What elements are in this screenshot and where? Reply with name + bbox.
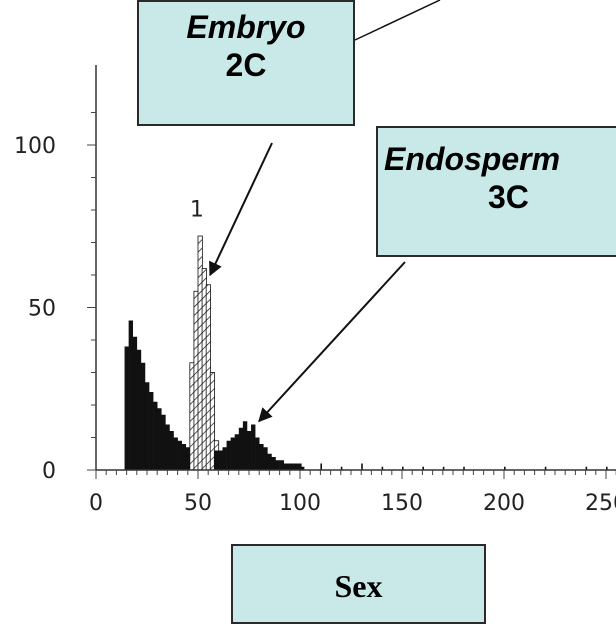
histogram-bar xyxy=(136,349,142,470)
histogram-bar xyxy=(606,466,608,470)
histogram-bar xyxy=(291,463,297,470)
histogram-bar xyxy=(246,431,252,470)
histogram-bar xyxy=(402,466,404,470)
histogram-bar xyxy=(259,444,264,470)
embryo-callout-title: Embryo xyxy=(186,9,306,45)
histogram-bar xyxy=(504,466,506,470)
histogram-bar xyxy=(132,336,138,470)
histogram-bar xyxy=(230,437,236,470)
histogram-bar xyxy=(177,440,182,470)
y-tick-label: 0 xyxy=(42,459,56,484)
histogram-bar xyxy=(442,466,445,470)
histogram-bar xyxy=(140,362,146,470)
histogram-bar xyxy=(271,457,276,470)
histogram-bar xyxy=(169,431,174,470)
annotation-arrows xyxy=(209,0,441,423)
histogram-bar xyxy=(422,466,424,470)
histogram-bar xyxy=(173,437,178,470)
histogram-bar xyxy=(124,346,129,470)
histogram-bar xyxy=(222,447,227,470)
histogram-bar xyxy=(267,453,272,470)
histogram-bar xyxy=(165,424,170,470)
endosperm-callout-ploidy: 3C xyxy=(488,179,529,215)
histogram-bar xyxy=(153,401,158,470)
axes: 0 50 100 150 200 250 0 50 100 xyxy=(14,65,616,516)
histogram-bar xyxy=(287,463,293,470)
x-tick-label: 150 xyxy=(381,491,423,516)
y-tick-label: 100 xyxy=(14,134,56,159)
histogram-bar xyxy=(255,437,260,470)
histogram-bar xyxy=(463,466,465,470)
histogram-bar xyxy=(181,444,187,470)
x-tick-label: 250 xyxy=(585,491,616,516)
histogram-bar xyxy=(226,440,231,470)
histogram-bar xyxy=(185,447,191,470)
histogram-bar xyxy=(544,466,547,470)
endosperm-callout-title: Endosperm xyxy=(384,141,561,177)
peak-label: 1 xyxy=(190,198,204,223)
annotation-arrow xyxy=(209,142,273,277)
x-tick-label: 100 xyxy=(279,491,321,516)
histogram-bar xyxy=(242,421,248,470)
histogram-bar xyxy=(381,466,384,470)
histogram-bars xyxy=(124,235,608,471)
histogram-bar xyxy=(361,463,363,470)
endosperm-callout: Endosperm 3C xyxy=(376,126,616,257)
histogram-bar xyxy=(300,463,302,470)
histogram-bar xyxy=(251,424,256,470)
leader-line xyxy=(354,0,441,41)
histogram-bar xyxy=(320,463,322,470)
histogram-bar xyxy=(218,450,223,470)
x-tick-label: 0 xyxy=(89,491,103,516)
histogram-bar xyxy=(263,447,268,470)
x-tick-label: 50 xyxy=(184,491,212,516)
histogram-bar xyxy=(279,460,284,470)
histogram-bar xyxy=(234,434,240,470)
annotation-arrow xyxy=(258,261,406,423)
histogram-bar xyxy=(238,427,244,470)
histogram-bar xyxy=(295,463,301,470)
embryo-callout-ploidy: 2C xyxy=(225,47,267,83)
histogram-bar xyxy=(275,460,280,470)
x-tick-label: 200 xyxy=(483,491,525,516)
histogram-bar xyxy=(161,414,166,470)
embryo-callout: Embryo 2C xyxy=(137,0,355,126)
histogram-bar xyxy=(144,382,150,470)
histogram-bar xyxy=(128,320,134,470)
histogram-bar xyxy=(214,450,219,470)
y-tick-label: 50 xyxy=(28,297,56,322)
histogram-chart: 0 50 100 150 200 250 0 50 100 1 xyxy=(14,0,616,516)
histogram-bar xyxy=(283,463,289,470)
histogram-bar xyxy=(149,392,154,470)
histogram-bar xyxy=(300,466,305,470)
histogram-bar xyxy=(157,408,162,470)
histogram-bar xyxy=(585,466,588,470)
histogram-bar xyxy=(340,466,343,470)
x-axis-label: Sex xyxy=(231,544,486,624)
